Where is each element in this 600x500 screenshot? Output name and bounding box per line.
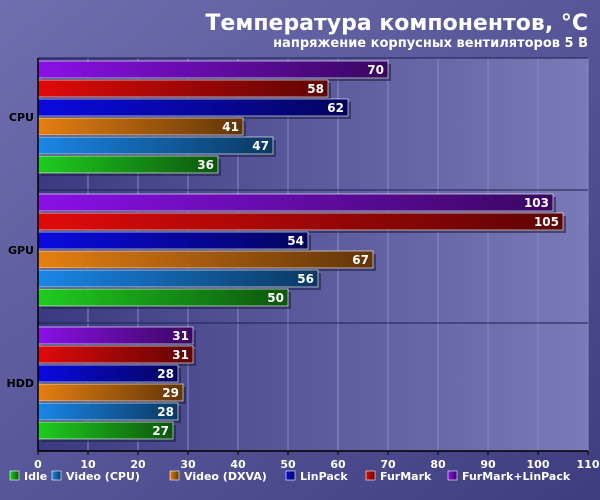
category-labels: CPU GPU HDD — [7, 111, 34, 390]
bar-value-label: 56 — [297, 272, 314, 286]
bar — [37, 288, 289, 307]
legend-label: FurMark+LinPack — [462, 470, 571, 483]
bar-value-label: 105 — [534, 215, 559, 229]
legend: Idle Video (CPU) Video (DXVA) LinPack FurMar… — [9, 470, 571, 483]
bar — [37, 193, 554, 212]
bar-value-label: 103 — [524, 196, 549, 210]
bar-value-label: 41 — [222, 120, 239, 134]
bar-value-label: 31 — [172, 348, 189, 362]
category-label: HDD — [7, 377, 34, 390]
x-tick-label: 110 — [577, 458, 600, 471]
bar-value-label: 29 — [162, 386, 179, 400]
legend-label: Idle — [24, 470, 47, 483]
legend-label: FurMark — [380, 470, 432, 483]
bar — [37, 136, 274, 155]
bars — [37, 60, 566, 442]
legend-label: Video (DXVA) — [184, 470, 267, 483]
bar-value-label: 70 — [367, 63, 384, 77]
category-label: GPU — [8, 244, 34, 257]
x-tick-label: 50 — [280, 458, 296, 471]
category-label: CPU — [9, 111, 34, 124]
bar — [37, 345, 194, 364]
legend-swatch — [285, 470, 296, 481]
legend-label: Video (CPU) — [66, 470, 140, 483]
bar — [37, 60, 389, 79]
legend-swatch — [365, 470, 376, 481]
x-tick-label: 60 — [330, 458, 346, 471]
bar-value-label: 58 — [307, 82, 324, 96]
bar — [37, 117, 244, 136]
bar — [37, 98, 349, 117]
bar-value-label: 62 — [327, 101, 344, 115]
legend-label: LinPack — [300, 470, 348, 483]
bar-value-label: 28 — [157, 367, 174, 381]
x-tick-label: 70 — [380, 458, 396, 471]
x-tick-label: 80 — [430, 458, 446, 471]
legend-swatch — [9, 470, 20, 481]
bar — [37, 79, 329, 98]
legend-swatch — [447, 470, 458, 481]
bar-value-label: 27 — [152, 424, 169, 438]
bar — [37, 212, 564, 231]
bar-value-label: 36 — [197, 158, 214, 172]
x-tick-label: 20 — [130, 458, 146, 471]
legend-swatch — [169, 470, 180, 481]
bar — [37, 383, 184, 402]
bar-value-label: 28 — [157, 405, 174, 419]
x-tick-label: 40 — [230, 458, 246, 471]
bar-value-label: 67 — [352, 253, 369, 267]
bar-value-label: 31 — [172, 329, 189, 343]
legend-swatch — [51, 470, 62, 481]
x-tick-label: 0 — [34, 458, 42, 471]
bar — [37, 231, 309, 250]
x-tick-label: 30 — [180, 458, 196, 471]
x-tick-label: 10 — [80, 458, 96, 471]
bar — [37, 250, 374, 269]
x-tick-label: 90 — [480, 458, 496, 471]
x-tick-label: 100 — [527, 458, 550, 471]
chart-title: Температура компонентов, °C — [205, 11, 588, 36]
bar — [37, 326, 194, 345]
bar — [37, 269, 319, 288]
chart-subtitle: напряжение корпусных вентиляторов 5 В — [273, 36, 588, 51]
bar — [37, 155, 219, 174]
bar-value-label: 47 — [252, 139, 269, 153]
bar-value-label: 50 — [267, 291, 284, 305]
x-axis: 0 10 20 30 40 50 60 70 80 90 100 110 — [34, 58, 600, 471]
bar-value-label: 54 — [287, 234, 304, 248]
